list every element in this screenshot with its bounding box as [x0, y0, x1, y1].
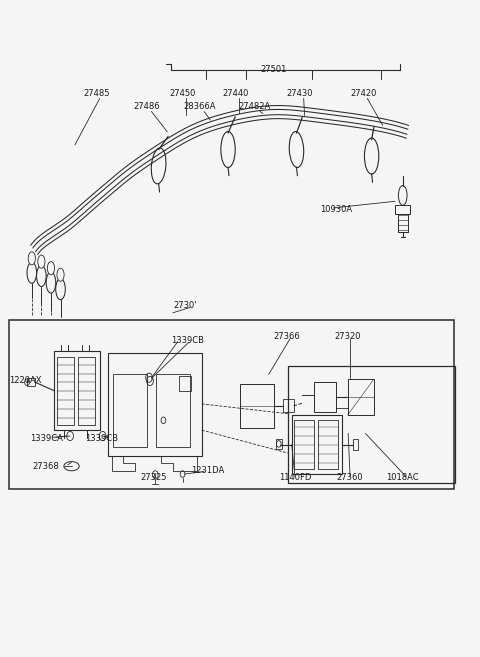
Ellipse shape: [38, 255, 45, 268]
Ellipse shape: [364, 138, 379, 174]
Text: 27320: 27320: [334, 332, 360, 341]
Ellipse shape: [398, 185, 407, 205]
Bar: [292, 415, 342, 474]
Ellipse shape: [56, 279, 65, 300]
Ellipse shape: [27, 262, 36, 283]
Bar: [288, 366, 456, 483]
Text: 1140FD: 1140FD: [279, 474, 311, 482]
Text: 27360: 27360: [337, 474, 363, 482]
Text: 27482A: 27482A: [238, 102, 271, 112]
Bar: [108, 353, 202, 457]
Text: 27486: 27486: [133, 102, 160, 112]
Text: 1339CB: 1339CB: [84, 434, 118, 443]
Bar: [283, 399, 294, 413]
Ellipse shape: [289, 131, 304, 168]
Bar: [54, 351, 100, 430]
Text: 27325: 27325: [141, 474, 167, 482]
Bar: [57, 357, 74, 425]
Bar: [318, 420, 338, 470]
Bar: [314, 382, 336, 412]
Text: 27430: 27430: [287, 89, 313, 99]
Text: 27501: 27501: [260, 65, 287, 74]
Text: 27450: 27450: [169, 89, 196, 99]
Bar: [276, 439, 282, 449]
Bar: [113, 374, 147, 447]
Ellipse shape: [28, 252, 36, 265]
Text: 27366: 27366: [274, 332, 300, 341]
Text: 1220AX: 1220AX: [9, 376, 42, 386]
Text: 27368: 27368: [33, 462, 60, 470]
Text: 2730': 2730': [173, 301, 197, 310]
Text: 1339CA: 1339CA: [30, 434, 62, 443]
Bar: [27, 378, 35, 386]
Ellipse shape: [57, 268, 64, 281]
Text: 10930A: 10930A: [320, 205, 352, 214]
Text: 1339CB: 1339CB: [171, 336, 204, 345]
Bar: [156, 374, 190, 447]
Ellipse shape: [151, 148, 166, 184]
Text: 1231DA: 1231DA: [191, 466, 224, 475]
Bar: [348, 379, 374, 415]
Bar: [353, 440, 358, 450]
Text: 28366A: 28366A: [183, 102, 216, 112]
Bar: [294, 420, 314, 470]
Ellipse shape: [221, 131, 235, 168]
Ellipse shape: [64, 462, 79, 471]
Ellipse shape: [46, 272, 56, 293]
Bar: [240, 384, 275, 428]
Ellipse shape: [48, 261, 55, 275]
Bar: [78, 357, 96, 425]
Text: 27420: 27420: [350, 89, 377, 99]
Text: 27440: 27440: [222, 89, 249, 99]
Bar: [9, 320, 455, 489]
Text: 27485: 27485: [83, 89, 109, 99]
Bar: [179, 376, 191, 391]
Ellipse shape: [36, 265, 46, 286]
Text: 1018AC: 1018AC: [386, 474, 419, 482]
